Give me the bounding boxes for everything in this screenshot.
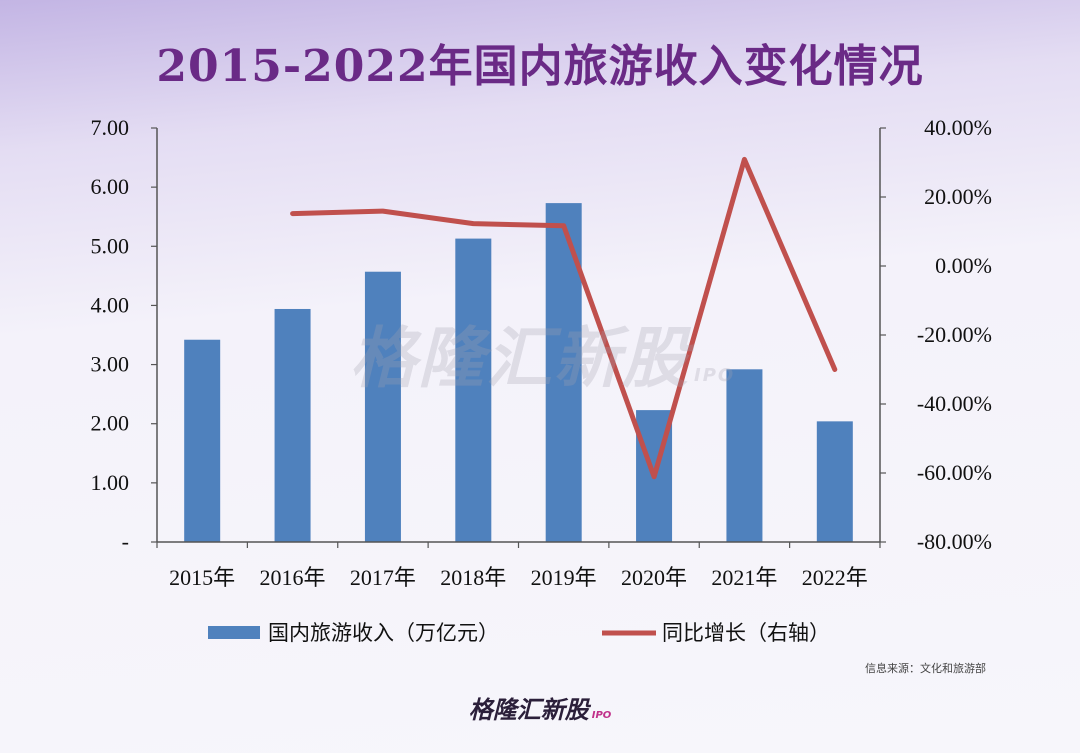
bar-2015年 — [184, 339, 221, 542]
brand-logo: 格隆汇新股 IPO — [0, 690, 1080, 725]
right-tick-label: -80.00% — [917, 529, 992, 554]
bar-2021年 — [726, 369, 763, 542]
chart-title: 2015-2022年国内旅游收入变化情况 — [156, 41, 924, 92]
watermark-ipo: IPO — [694, 365, 736, 386]
x-tick-label: 2021年 — [711, 565, 777, 590]
legend-bar-label: 国内旅游收入（万亿元） — [268, 621, 499, 645]
watermark-text: 格隆汇新股 — [350, 320, 690, 397]
right-tick-label: -40.00% — [917, 391, 992, 416]
legend-line-label: 同比增长（右轴） — [662, 621, 830, 645]
x-tick-label: 2020年 — [621, 565, 687, 590]
left-tick-label: 7.00 — [91, 115, 130, 140]
x-tick-label: 2019年 — [531, 565, 597, 590]
left-tick-label: 1.00 — [91, 470, 130, 495]
x-tick-label: 2018年 — [440, 565, 506, 590]
left-tick-label: 5.00 — [91, 233, 130, 258]
bar-2017年 — [364, 271, 401, 542]
legend-bar-swatch — [208, 626, 260, 639]
watermark: 格隆汇新股 IPO — [350, 305, 735, 401]
right-tick-label: -20.00% — [917, 322, 992, 347]
left-tick-label: 4.00 — [91, 292, 130, 317]
x-tick-label: 2015年 — [169, 565, 235, 590]
brand-ipo: IPO — [591, 710, 612, 721]
left-tick-label: 2.00 — [91, 411, 130, 436]
right-tick-label: -60.00% — [917, 460, 992, 485]
x-tick-label: 2017年 — [350, 565, 416, 590]
left-tick-label: 6.00 — [91, 174, 130, 199]
left-tick-label: 3.00 — [91, 352, 130, 377]
x-tick-label: 2016年 — [260, 565, 326, 590]
right-tick-label: 20.00% — [924, 184, 992, 209]
right-tick-label: 40.00% — [924, 115, 992, 140]
left-tick-label: - — [122, 529, 129, 554]
bar-2018年 — [455, 238, 492, 542]
bar-2016年 — [274, 308, 311, 542]
bar-2022年 — [816, 421, 853, 542]
source-note: 信息来源：文化和旅游部 — [865, 662, 986, 675]
right-tick-label: 0.00% — [935, 253, 992, 278]
x-tick-label: 2022年 — [802, 565, 868, 590]
brand-text: 格隆汇新股 — [468, 696, 589, 724]
